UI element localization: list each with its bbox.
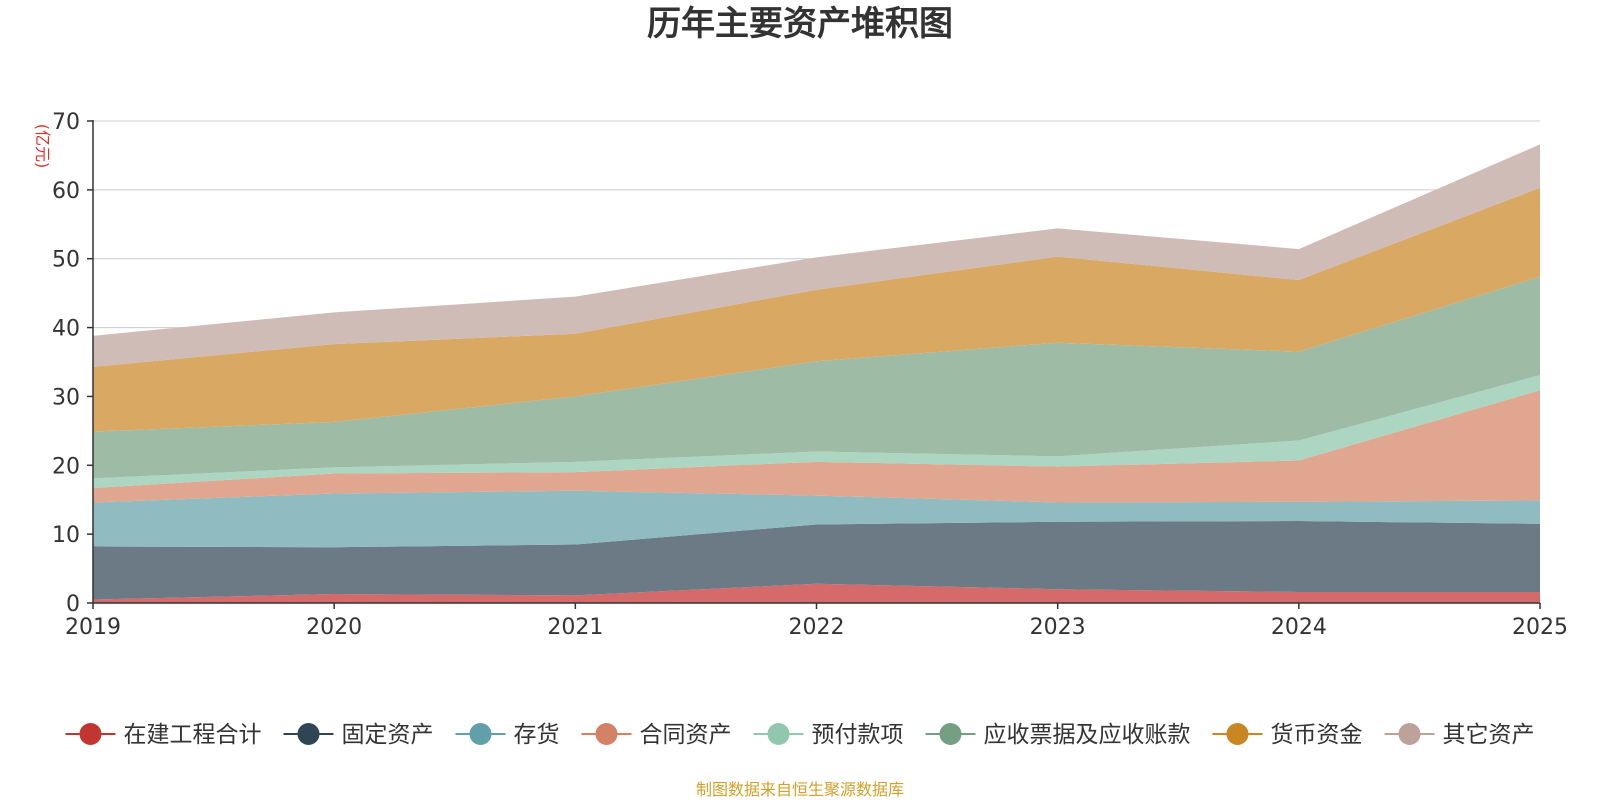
chart-title: 历年主要资产堆积图	[647, 4, 953, 44]
x-tick-label: 2025	[1512, 615, 1568, 640]
x-tick-label: 2021	[547, 615, 603, 640]
area-series-0	[93, 583, 1540, 603]
legend-label: 固定资产	[342, 722, 434, 748]
area-series-1	[93, 521, 1540, 600]
x-tick-label: 2020	[306, 615, 362, 640]
legend-marker-icon	[79, 723, 102, 745]
legend-label: 应收票据及应收账款	[984, 722, 1191, 748]
legend-label: 合同资产	[640, 722, 732, 748]
legend-marker-icon	[297, 723, 320, 745]
legend-marker-icon	[595, 723, 618, 745]
y-tick-label: 30	[52, 385, 80, 410]
area-series-7	[93, 144, 1540, 367]
y-tick-label: 70	[52, 110, 80, 135]
legend-marker-icon	[1226, 723, 1249, 745]
legend-item-3[interactable]: 合同资产	[581, 722, 732, 748]
legend-marker-icon	[939, 723, 962, 745]
legend-item-0[interactable]: 在建工程合计	[65, 722, 262, 748]
area-series-4	[93, 375, 1540, 489]
x-tick-label: 2019	[65, 615, 121, 640]
legend-item-5[interactable]: 应收票据及应收账款	[925, 722, 1191, 748]
legend-item-7[interactable]: 其它资产	[1384, 722, 1535, 748]
legend-label: 货币资金	[1271, 722, 1363, 748]
legend-label: 存货	[514, 722, 560, 748]
legend-label: 在建工程合计	[124, 722, 262, 748]
legend-marker-icon	[469, 723, 492, 745]
x-tick-label: 2022	[789, 615, 845, 640]
area-series-3	[93, 390, 1540, 503]
legend-label: 预付款项	[812, 722, 904, 748]
area-layer	[93, 144, 1540, 603]
legend-item-6[interactable]: 货币资金	[1212, 722, 1363, 748]
y-tick-label: 20	[52, 454, 80, 479]
chart-svg: 0 10 20 30 40 50 60 70 2019 2020 2021 2022 2023 2024 2…	[33, 110, 1568, 748]
axis-layer: 0 10 20 30 40 50 60 70 2019 2020 2021 2022 2023 2024 2…	[33, 110, 1568, 640]
x-tick-label: 2023	[1030, 615, 1086, 640]
legend[interactable]: 在建工程合计 固定资产 存货 合同资产 预付款项 应收票据及应收账款 货币资金 其它资产	[65, 722, 1535, 748]
y-tick-label: 50	[52, 248, 80, 273]
area-series-6	[93, 187, 1540, 432]
legend-item-2[interactable]: 存货	[455, 722, 560, 748]
y-tick-label: 60	[52, 179, 80, 204]
area-series-5	[93, 276, 1540, 479]
x-tick-label: 2024	[1271, 615, 1327, 640]
y-unit-label: (亿元)	[33, 124, 52, 169]
legend-marker-icon	[1398, 723, 1421, 745]
legend-item-4[interactable]: 预付款项	[753, 722, 904, 748]
legend-label: 其它资产	[1443, 722, 1535, 748]
area-series-2	[93, 490, 1540, 548]
y-tick-label: 40	[52, 317, 80, 342]
y-tick-label: 10	[52, 523, 80, 548]
y-tick-label: 0	[66, 592, 80, 617]
legend-marker-icon	[767, 723, 790, 745]
source-note: 制图数据来自恒生聚源数据库	[695, 780, 904, 799]
legend-item-1[interactable]: 固定资产	[283, 722, 434, 748]
